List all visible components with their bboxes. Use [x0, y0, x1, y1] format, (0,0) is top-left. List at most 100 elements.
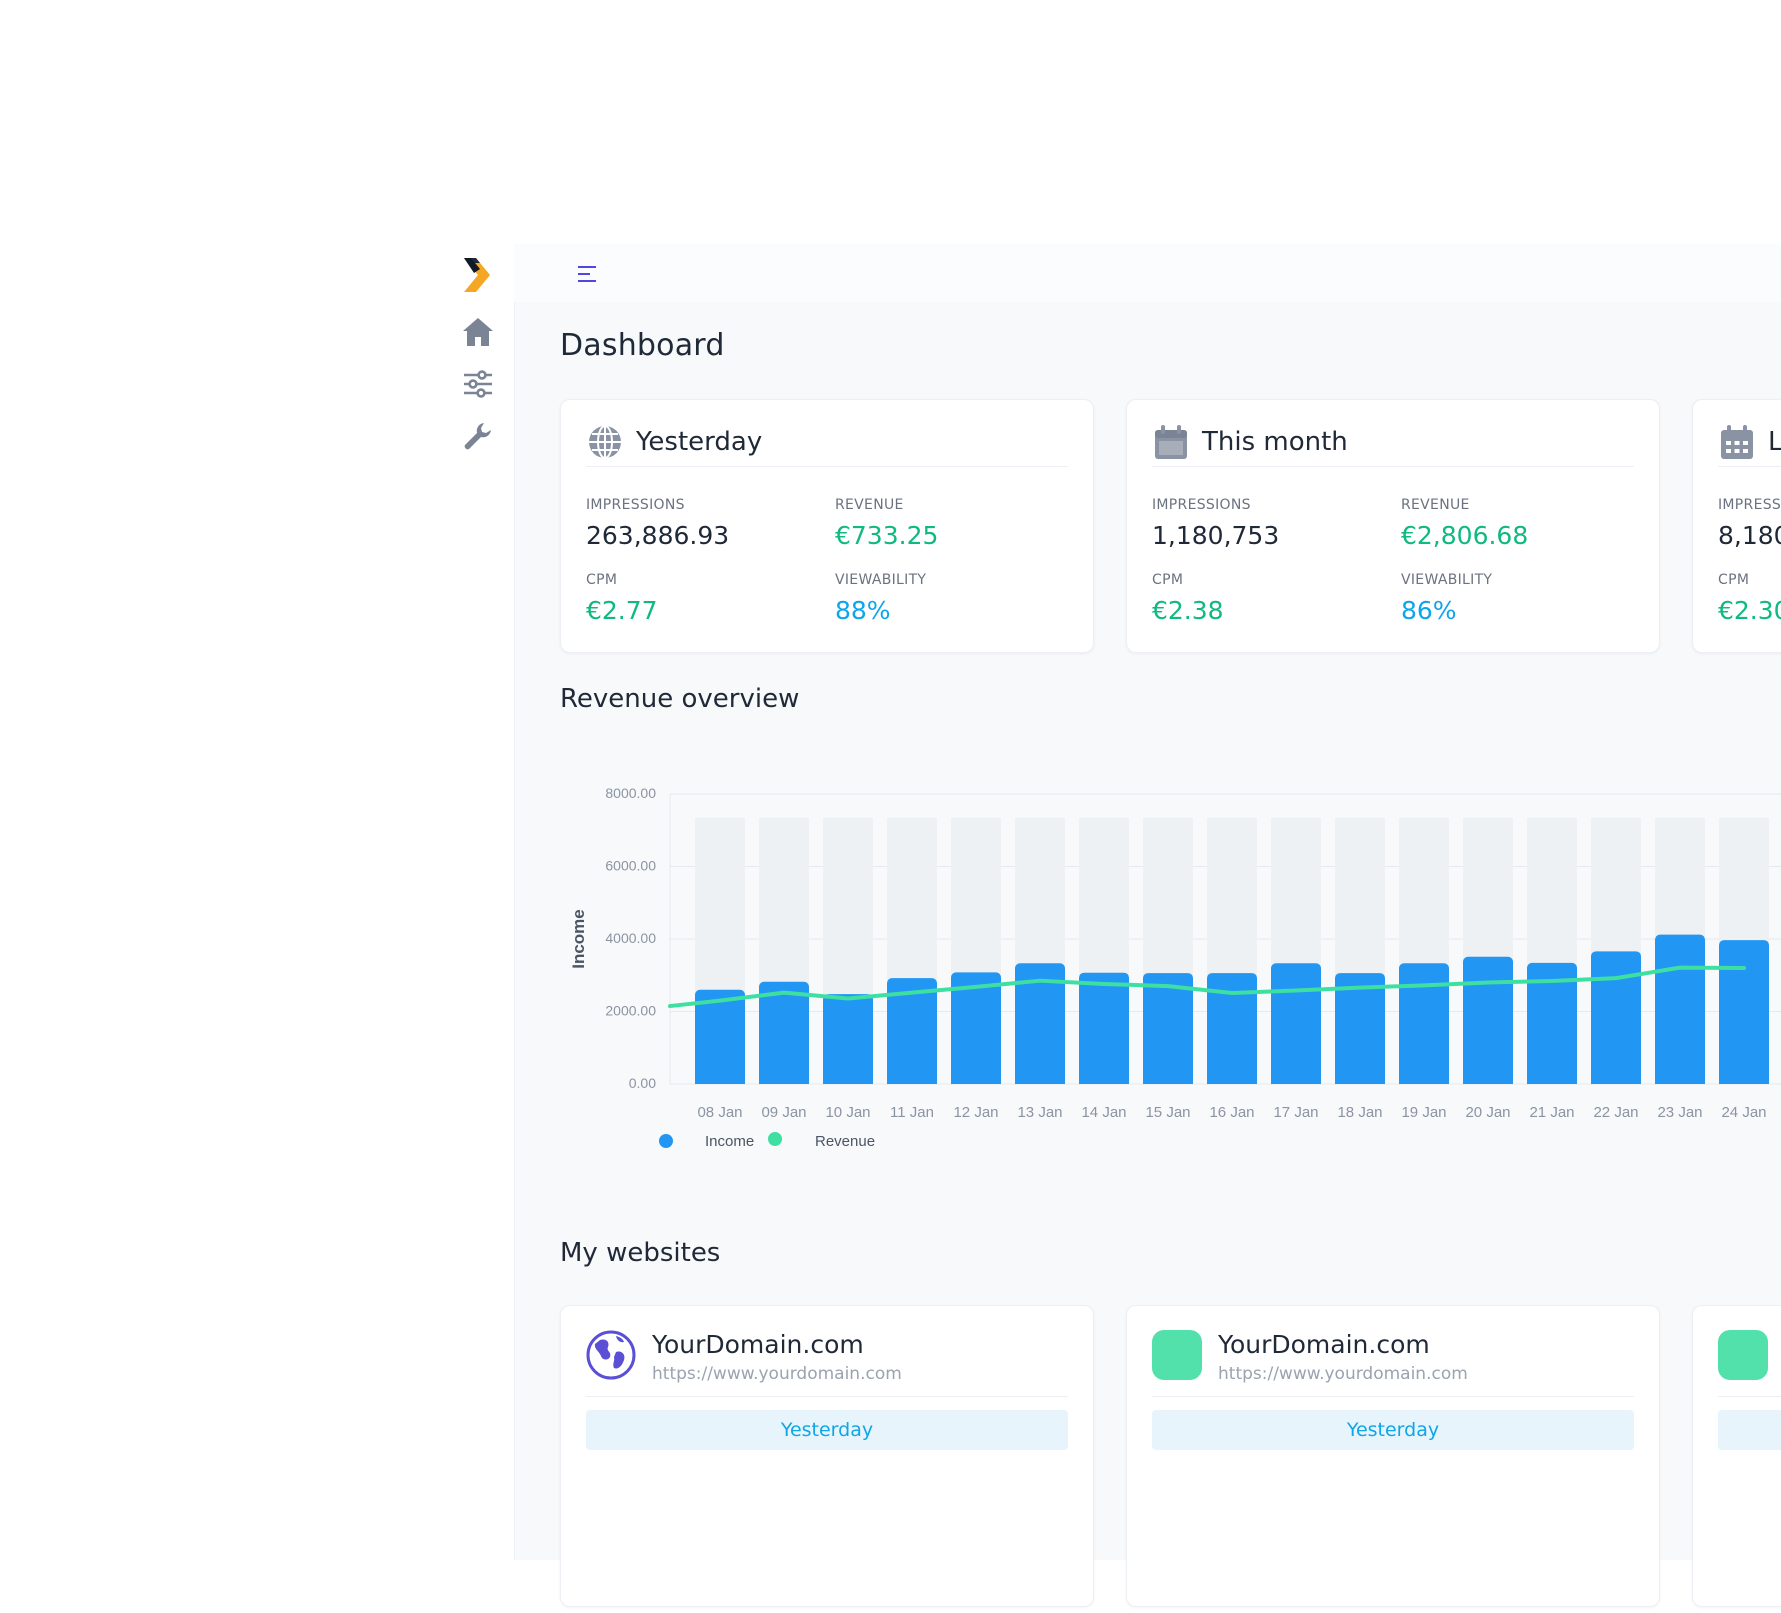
wrench-icon [464, 423, 491, 450]
cpm-metric: CPM €2.30 [1718, 572, 1781, 625]
website-tab-yesterday[interactable]: Yesterday [1152, 1410, 1634, 1450]
stat-card-title: Lo [1768, 427, 1781, 457]
website-card-header [1718, 1328, 1781, 1397]
revenue-chart: 0.00 2000.00 4000.00 6000.00 8000.00 Income 08… [560, 742, 1781, 1202]
sliders-icon [464, 370, 492, 398]
income-bar-base [1591, 1076, 1641, 1084]
income-bar [1591, 951, 1641, 1084]
stat-card-title: This month [1202, 427, 1348, 457]
top-bar [514, 244, 1781, 303]
y-tick-label: 8000.00 [605, 785, 656, 801]
viewability-value: 86% [1401, 596, 1457, 625]
income-bar-base [695, 1076, 745, 1084]
income-bar-base [1399, 1076, 1449, 1084]
stat-card-header: Yesterday [586, 418, 1068, 467]
income-bar [1015, 963, 1065, 1084]
hamburger-icon [578, 266, 596, 282]
website-tab-clipped[interactable] [1718, 1410, 1781, 1450]
impressions-value: 1,180,753 [1152, 521, 1280, 550]
cpm-value: €2.77 [586, 596, 658, 625]
website-name: YourDomain.com [1218, 1330, 1430, 1359]
revenue-value: €2,806.68 [1401, 521, 1529, 550]
income-bar-base [759, 1076, 809, 1084]
viewability-value: 88% [835, 596, 891, 625]
x-tick-label: 19 Jan [1401, 1104, 1446, 1121]
cpm-metric: CPM €2.77 [586, 572, 658, 625]
main-content: Dashboard Yesterday [514, 302, 1781, 1607]
impressions-metric: IMPRESSIONS 263,886.93 [586, 497, 729, 550]
brand-logo[interactable] [460, 258, 494, 292]
x-tick-label: 20 Jan [1465, 1104, 1510, 1121]
revenue-value: €733.25 [835, 521, 939, 550]
y-tick-label: 0.00 [629, 1075, 656, 1091]
income-bar-base [1015, 1076, 1065, 1084]
website-url[interactable]: https://www.yourdomain.com [1218, 1364, 1468, 1384]
income-bar [951, 972, 1001, 1084]
income-bar [759, 981, 809, 1084]
income-bar [1335, 973, 1385, 1084]
website-name: YourDomain.com [652, 1330, 864, 1359]
viewability-label: VIEWABILITY [835, 572, 927, 588]
x-tick-label: 24 Jan [1721, 1104, 1766, 1121]
website-tab-yesterday[interactable]: Yesterday [586, 1410, 1068, 1450]
cpm-value: €2.30 [1718, 596, 1781, 625]
income-bar-base [887, 1076, 937, 1084]
x-tick-label: 22 Jan [1593, 1104, 1638, 1121]
stat-card-header: Lo [1718, 418, 1781, 467]
website-card[interactable]: YourDomain.com https://www.yourdomain.co… [1126, 1305, 1660, 1607]
income-bar-base [1207, 1076, 1257, 1084]
x-tick-label: 16 Jan [1209, 1104, 1254, 1121]
impressions-value: 8,180, [1718, 521, 1781, 550]
income-bar [1271, 963, 1321, 1084]
revenue-line [668, 965, 1746, 1009]
sidebar-item-settings[interactable] [460, 366, 496, 402]
revenue-overview-title: Revenue overview [560, 684, 800, 714]
revenue-metric: REVENUE €2,806.68 [1401, 497, 1528, 550]
income-bar [1143, 973, 1193, 1084]
x-tick-label: 13 Jan [1017, 1104, 1062, 1121]
cpm-metric: CPM €2.38 [1152, 572, 1224, 625]
menu-toggle-button[interactable] [576, 262, 600, 286]
income-bar-base [823, 1076, 873, 1084]
my-websites-title: My websites [560, 1238, 721, 1268]
income-bar [887, 978, 937, 1084]
stat-card-this-month: This month IMPRESSIONS 1,180,753 REVENUE… [1126, 399, 1660, 653]
website-card-header: YourDomain.com https://www.yourdomain.co… [586, 1328, 1068, 1397]
income-bar [1079, 972, 1129, 1084]
green-square-avatar [1152, 1330, 1202, 1380]
legend-revenue-label: Revenue [815, 1133, 875, 1150]
income-bar-base [1271, 1076, 1321, 1084]
stat-card-title: Yesterday [636, 427, 763, 457]
viewability-metric: VIEWABILITY 86% [1401, 572, 1492, 625]
cpm-label: CPM [1718, 572, 1750, 588]
revenue-chart-svg: 0.00 2000.00 4000.00 6000.00 8000.00 Income 08… [569, 785, 1781, 1150]
home-icon [463, 318, 493, 346]
x-tick-label: 10 Jan [825, 1104, 870, 1121]
sidebar-item-tools[interactable] [460, 418, 496, 454]
website-card-clipped[interactable] [1692, 1305, 1781, 1607]
y-tick-label: 4000.00 [605, 930, 656, 946]
website-url[interactable]: https://www.yourdomain.com [652, 1364, 902, 1384]
website-card[interactable]: YourDomain.com https://www.yourdomain.co… [560, 1305, 1094, 1607]
income-bar-base [1719, 1076, 1769, 1084]
globe-icon [586, 423, 624, 461]
income-bar-base [1655, 1076, 1705, 1084]
income-bar [1655, 934, 1705, 1084]
income-bar-base [951, 1076, 1001, 1084]
viewability-metric: VIEWABILITY 88% [835, 572, 926, 625]
income-bar [1719, 940, 1769, 1084]
x-tick-label: 21 Jan [1529, 1104, 1574, 1121]
calendar-icon [1152, 423, 1190, 461]
stat-card-clipped: Lo IMPRESSI 8,180, CPM €2.30 [1692, 399, 1781, 653]
legend-revenue-dot [768, 1132, 782, 1146]
chevron-logo-icon [464, 258, 490, 292]
sidebar-item-home[interactable] [460, 314, 496, 350]
income-bar [1463, 956, 1513, 1084]
income-bar [1399, 963, 1449, 1084]
cpm-label: CPM [586, 572, 618, 588]
cpm-value: €2.38 [1152, 596, 1224, 625]
impressions-label: IMPRESSIONS [586, 497, 685, 513]
revenue-label: REVENUE [835, 497, 904, 513]
viewability-label: VIEWABILITY [1401, 572, 1493, 588]
